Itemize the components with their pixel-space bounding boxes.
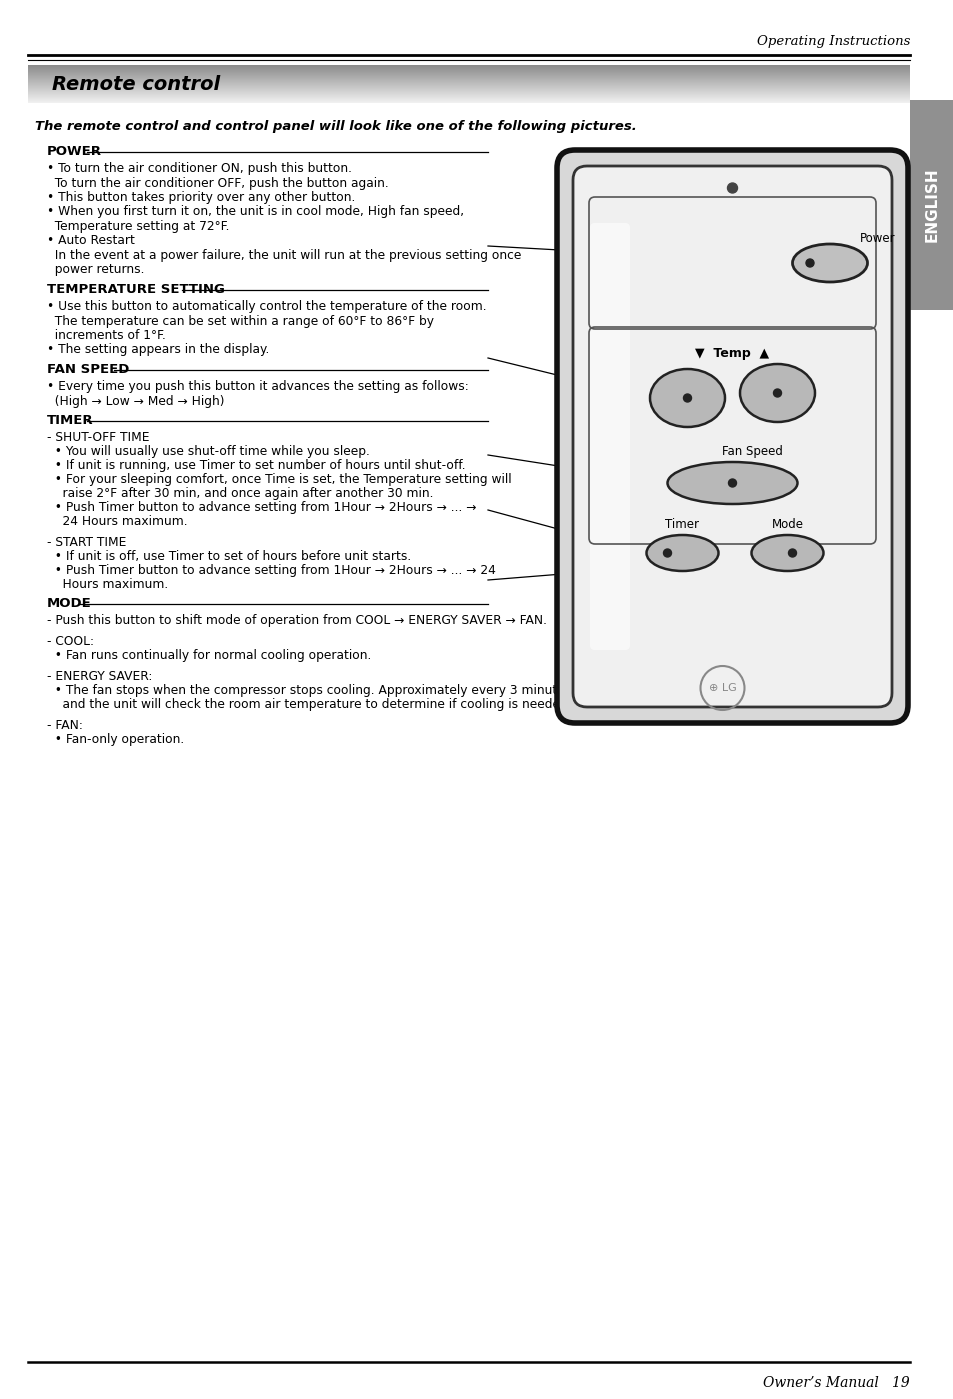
Circle shape: [662, 548, 671, 557]
Text: - START TIME: - START TIME: [47, 536, 126, 548]
Text: Fan Speed: Fan Speed: [721, 445, 782, 457]
Text: In the event at a power failure, the unit will run at the previous setting once: In the event at a power failure, the uni…: [47, 249, 521, 262]
Text: • For your sleeping comfort, once Time is set, the Temperature setting will: • For your sleeping comfort, once Time i…: [47, 473, 511, 485]
Text: • This button takes priority over any other button.: • This button takes priority over any ot…: [47, 192, 355, 204]
Text: • The setting appears in the display.: • The setting appears in the display.: [47, 344, 269, 357]
Text: • To turn the air conditioner ON, push this button.: • To turn the air conditioner ON, push t…: [47, 162, 352, 175]
Text: • Auto Restart: • Auto Restart: [47, 235, 134, 248]
Text: (High → Low → Med → High): (High → Low → Med → High): [47, 395, 224, 407]
Text: • You will usually use shut-off time while you sleep.: • You will usually use shut-off time whi…: [47, 445, 370, 457]
Text: Mode: Mode: [771, 519, 802, 532]
Text: ENGLISH: ENGLISH: [923, 168, 939, 242]
Text: Power: Power: [859, 231, 895, 245]
Text: Timer: Timer: [665, 519, 699, 532]
FancyBboxPatch shape: [589, 222, 629, 651]
FancyBboxPatch shape: [557, 150, 907, 723]
Text: Operating Instructions: Operating Instructions: [756, 35, 909, 49]
Ellipse shape: [792, 243, 866, 283]
Text: • Push Timer button to advance setting from 1Hour → 2Hours → ... → 24: • Push Timer button to advance setting f…: [47, 564, 496, 576]
Text: Temperature setting at 72°F.: Temperature setting at 72°F.: [47, 220, 230, 234]
Text: - Push this button to shift mode of operation from COOL → ENERGY SAVER → FAN.: - Push this button to shift mode of oper…: [47, 614, 546, 627]
Circle shape: [682, 395, 691, 402]
Text: • When you first turn it on, the unit is in cool mode, High fan speed,: • When you first turn it on, the unit is…: [47, 206, 464, 218]
Text: FAN SPEED: FAN SPEED: [47, 362, 130, 376]
Text: • If unit is off, use Timer to set of hours before unit starts.: • If unit is off, use Timer to set of ho…: [47, 550, 411, 562]
Circle shape: [728, 478, 736, 487]
Text: ▼  Temp  ▲: ▼ Temp ▲: [695, 347, 769, 360]
Ellipse shape: [649, 369, 724, 427]
Ellipse shape: [667, 462, 797, 504]
Text: increments of 1°F.: increments of 1°F.: [47, 329, 166, 341]
Text: - COOL:: - COOL:: [47, 635, 94, 648]
Text: - ENERGY SAVER:: - ENERGY SAVER:: [47, 670, 152, 683]
Text: To turn the air conditioner OFF, push the button again.: To turn the air conditioner OFF, push th…: [47, 176, 388, 189]
Circle shape: [788, 548, 796, 557]
Text: raise 2°F after 30 min, and once again after another 30 min.: raise 2°F after 30 min, and once again a…: [47, 487, 433, 499]
Text: TIMER: TIMER: [47, 414, 93, 427]
Text: - FAN:: - FAN:: [47, 719, 83, 732]
Text: - SHUT-OFF TIME: - SHUT-OFF TIME: [47, 431, 150, 443]
Bar: [909, 99, 953, 311]
Text: TEMPERATURE SETTING: TEMPERATURE SETTING: [47, 283, 225, 297]
Text: • If unit is running, use Timer to set number of hours until shut-off.: • If unit is running, use Timer to set n…: [47, 459, 465, 471]
Ellipse shape: [740, 364, 814, 422]
Text: • Use this button to automatically control the temperature of the room.: • Use this button to automatically contr…: [47, 299, 486, 313]
Ellipse shape: [751, 534, 822, 571]
Circle shape: [805, 259, 813, 267]
Text: POWER: POWER: [47, 145, 102, 158]
Text: ⊕ LG: ⊕ LG: [708, 683, 736, 693]
Text: • The fan stops when the compressor stops cooling. Approximately every 3 minutes: • The fan stops when the compressor stop…: [47, 684, 690, 697]
Text: Owner’s Manual   19: Owner’s Manual 19: [762, 1377, 909, 1391]
Text: Remote control: Remote control: [52, 74, 220, 94]
Text: MODE: MODE: [47, 597, 91, 610]
Ellipse shape: [646, 534, 718, 571]
Text: and the unit will check the room air temperature to determine if cooling is need: and the unit will check the room air tem…: [47, 698, 571, 711]
Text: • Push Timer button to advance setting from 1Hour → 2Hours → ... →: • Push Timer button to advance setting f…: [47, 501, 476, 513]
Circle shape: [727, 183, 737, 193]
Circle shape: [773, 389, 781, 397]
Text: The remote control and control panel will look like one of the following picture: The remote control and control panel wil…: [35, 120, 636, 133]
Text: • Fan-only operation.: • Fan-only operation.: [47, 733, 184, 746]
Text: The temperature can be set within a range of 60°F to 86°F by: The temperature can be set within a rang…: [47, 315, 434, 327]
Text: • Fan runs continually for normal cooling operation.: • Fan runs continually for normal coolin…: [47, 649, 371, 662]
FancyBboxPatch shape: [573, 166, 891, 706]
Text: Hours maximum.: Hours maximum.: [47, 578, 168, 590]
Text: • Every time you push this button it advances the setting as follows:: • Every time you push this button it adv…: [47, 381, 468, 393]
Text: 24 Hours maximum.: 24 Hours maximum.: [47, 515, 188, 527]
Text: power returns.: power returns.: [47, 263, 144, 277]
